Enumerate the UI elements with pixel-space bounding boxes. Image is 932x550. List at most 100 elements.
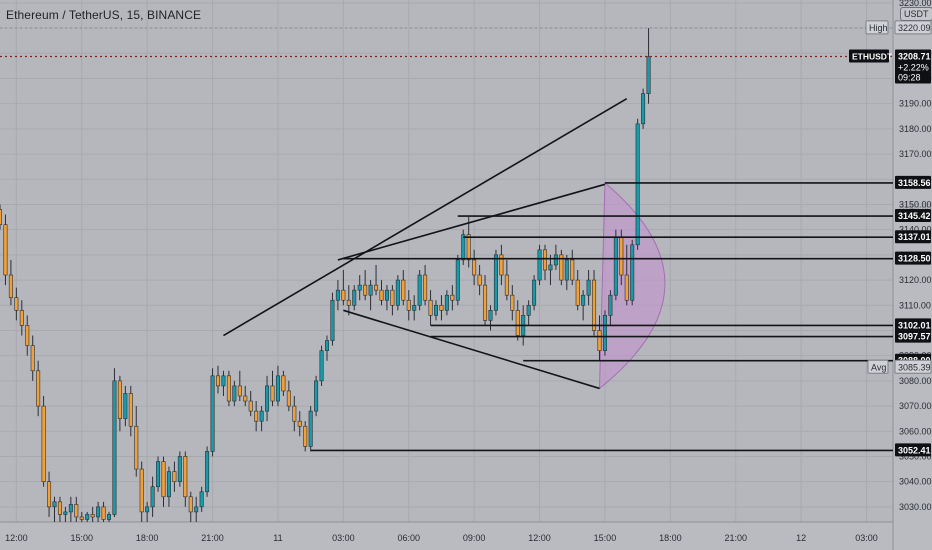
candle-bullish[interactable]: [166, 471, 171, 498]
candle-bearish[interactable]: [624, 274, 629, 301]
symbol-tag[interactable]: [849, 49, 889, 63]
candle-bullish[interactable]: [63, 511, 68, 515]
candle-bearish[interactable]: [8, 274, 13, 299]
candle-bearish[interactable]: [128, 393, 133, 427]
candle-bullish[interactable]: [641, 93, 646, 125]
candle-bullish[interactable]: [324, 340, 329, 351]
candle-bearish[interactable]: [254, 410, 259, 422]
candle-bearish[interactable]: [363, 284, 368, 296]
trend-line[interactable]: [223, 97, 628, 337]
candle-bearish[interactable]: [570, 259, 575, 281]
candle-bullish[interactable]: [107, 514, 112, 520]
candle-bearish[interactable]: [592, 279, 597, 331]
candle-bullish[interactable]: [112, 380, 117, 515]
candle-bearish[interactable]: [248, 400, 253, 412]
candle-bearish[interactable]: [575, 279, 580, 306]
candle-bullish[interactable]: [265, 385, 270, 412]
candle-bullish[interactable]: [613, 236, 618, 296]
level-price-tag[interactable]: [895, 175, 931, 189]
candle-bearish[interactable]: [0, 209, 3, 225]
candle-bearish[interactable]: [243, 395, 248, 402]
candle-bullish[interactable]: [194, 506, 199, 513]
candle-bullish[interactable]: [581, 294, 586, 306]
candle-bearish[interactable]: [510, 294, 515, 311]
candle-bullish[interactable]: [330, 299, 335, 341]
candle-bearish[interactable]: [270, 385, 275, 402]
candle-bearish[interactable]: [117, 380, 122, 419]
candle-bearish[interactable]: [406, 299, 411, 311]
candle-bearish[interactable]: [30, 345, 35, 372]
candle-bearish[interactable]: [597, 330, 602, 351]
candle-bullish[interactable]: [177, 456, 182, 482]
candle-bearish[interactable]: [450, 294, 455, 301]
candle-bullish[interactable]: [433, 304, 438, 316]
candle-bullish[interactable]: [68, 504, 73, 513]
candle-bearish[interactable]: [466, 234, 471, 261]
candle-bullish[interactable]: [335, 289, 340, 301]
candle-bullish[interactable]: [145, 506, 150, 513]
candle-bullish[interactable]: [199, 491, 204, 508]
candle-bullish[interactable]: [85, 514, 90, 520]
candle-bearish[interactable]: [183, 456, 188, 498]
candle-bearish[interactable]: [79, 516, 84, 520]
candle-bearish[interactable]: [439, 304, 444, 311]
candle-bullish[interactable]: [150, 486, 155, 508]
candle-bearish[interactable]: [90, 514, 95, 518]
candle-bearish[interactable]: [226, 375, 231, 402]
candle-bullish[interactable]: [352, 289, 357, 306]
candle-bullish[interactable]: [210, 375, 215, 452]
candle-bearish[interactable]: [401, 279, 406, 301]
level-price-tag[interactable]: [895, 209, 931, 223]
candle-bearish[interactable]: [477, 274, 482, 286]
candle-bullish[interactable]: [461, 234, 466, 261]
trend-line[interactable]: [343, 309, 600, 390]
candle-bearish[interactable]: [423, 274, 428, 301]
candle-bearish[interactable]: [134, 425, 139, 470]
candle-bearish[interactable]: [14, 297, 19, 311]
plot-area[interactable]: [0, 0, 893, 522]
candle-bearish[interactable]: [292, 405, 297, 422]
candle-bullish[interactable]: [259, 410, 264, 422]
time-axis[interactable]: [0, 522, 893, 550]
level-price-tag[interactable]: [895, 251, 931, 265]
candle-bullish[interactable]: [319, 350, 324, 382]
candle-bullish[interactable]: [123, 393, 128, 419]
candle-bearish[interactable]: [36, 370, 41, 407]
candle-bullish[interactable]: [444, 294, 449, 311]
current-price-tag[interactable]: [895, 49, 931, 84]
candle-bearish[interactable]: [101, 506, 106, 520]
candle-bullish[interactable]: [493, 254, 498, 311]
candle-bearish[interactable]: [237, 385, 242, 397]
candle-bearish[interactable]: [74, 504, 79, 518]
candle-bullish[interactable]: [635, 123, 640, 246]
currency-badge[interactable]: USDT: [900, 7, 932, 21]
candle-bearish[interactable]: [3, 224, 8, 276]
candle-bearish[interactable]: [139, 468, 144, 513]
candle-bearish[interactable]: [428, 299, 433, 316]
candle-bullish[interactable]: [357, 284, 362, 291]
candle-bullish[interactable]: [205, 451, 210, 493]
candle-bullish[interactable]: [52, 501, 57, 508]
candle-bullish[interactable]: [488, 310, 493, 321]
candle-bearish[interactable]: [390, 289, 395, 306]
candle-bearish[interactable]: [542, 249, 547, 271]
candle-bearish[interactable]: [19, 310, 24, 326]
candle-bearish[interactable]: [25, 325, 30, 346]
candle-bearish[interactable]: [379, 289, 384, 301]
candle-bullish[interactable]: [368, 284, 373, 296]
candle-bearish[interactable]: [303, 425, 308, 447]
candle-bullish[interactable]: [602, 315, 607, 351]
level-price-tag[interactable]: [895, 318, 931, 332]
candle-bearish[interactable]: [504, 274, 509, 296]
price-axis[interactable]: [893, 0, 932, 550]
candle-bearish[interactable]: [472, 259, 477, 276]
candle-bullish[interactable]: [156, 461, 161, 488]
trend-line[interactable]: [337, 183, 606, 261]
candle-bullish[interactable]: [646, 56, 651, 94]
candle-bullish[interactable]: [553, 254, 558, 266]
candle-bearish[interactable]: [341, 289, 346, 301]
candle-bullish[interactable]: [630, 244, 635, 301]
candle-bullish[interactable]: [548, 264, 553, 271]
candle-bearish[interactable]: [47, 481, 52, 508]
